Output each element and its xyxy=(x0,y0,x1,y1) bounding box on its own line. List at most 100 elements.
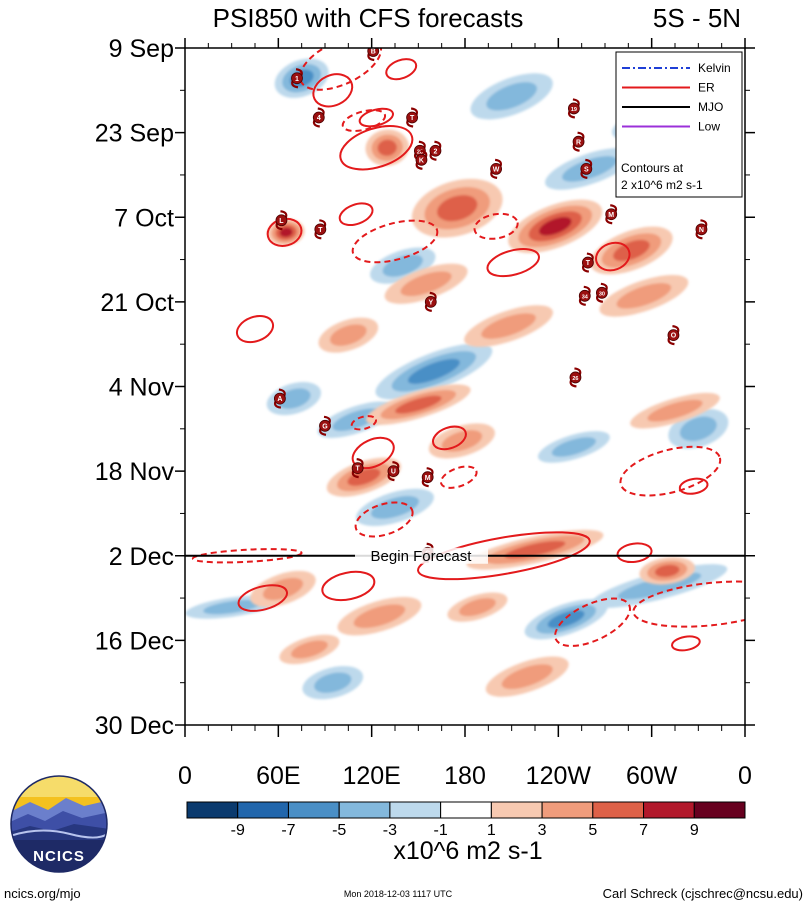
x-tick-label: 180 xyxy=(444,762,486,790)
logo-text: NCICS xyxy=(33,848,85,865)
er-contour-dashed-7 xyxy=(191,548,303,564)
storm-marker-1: 1 xyxy=(291,68,303,89)
legend-label-mjo: MJO xyxy=(698,100,723,114)
positive-anomaly-2 xyxy=(590,226,673,275)
storm-marker-7: 19 xyxy=(567,98,580,119)
x-axis-tick-labels: 0 60E 120E 180 120W 60W 0 xyxy=(178,762,752,790)
storm-marker-label: M xyxy=(425,475,431,482)
positive-anomaly-0 xyxy=(411,178,503,238)
colorbar-box xyxy=(541,801,594,819)
storm-marker-23: T xyxy=(351,458,364,479)
colorbar-tick-label: 3 xyxy=(538,822,547,839)
y-tick-label: 4 Nov xyxy=(109,374,175,402)
negative-anomaly-3 xyxy=(524,599,608,640)
storm-marker-label: 19 xyxy=(571,107,577,113)
colorbar-tick-label: -5 xyxy=(332,822,346,839)
storm-marker-21: 26 xyxy=(569,367,582,388)
er-contour-solid-7 xyxy=(595,241,631,272)
x-tick-label: 60W xyxy=(626,762,678,790)
storm-marker-18: 30 xyxy=(595,282,608,303)
footer-author: Carl Schreck (cjschrec@ncsu.edu) xyxy=(603,886,803,901)
y-axis-tick-labels: 9 Sep 23 Sep 7 Oct 21 Oct 4 Nov 18 Nov 2 Dec 16… xyxy=(95,35,175,740)
legend-label-low: Low xyxy=(698,120,720,134)
storm-marker-label: T xyxy=(586,260,591,267)
er-contour-dashed-5 xyxy=(439,465,478,489)
storm-marker-3: T xyxy=(406,107,419,128)
storm-marker-label: K xyxy=(419,157,424,164)
colorbar-box xyxy=(643,801,695,819)
er-contour-dashed-1 xyxy=(341,109,387,132)
forecast-label: Begin Forecast xyxy=(371,548,473,565)
positive-anomaly-7 xyxy=(366,384,471,425)
er-contour-dashed-10 xyxy=(632,580,745,628)
storm-marker-8: R xyxy=(572,131,585,152)
er-contour-solid-13 xyxy=(237,584,289,612)
er-contour-dashed-2 xyxy=(351,219,439,264)
storm-marker-label: 4 xyxy=(317,115,321,122)
storm-marker-label: T xyxy=(356,466,361,473)
storm-marker-6: 2 xyxy=(429,140,442,161)
colorbar-tick-label: -9 xyxy=(231,822,245,839)
colorbar-tick-label: 9 xyxy=(690,822,699,839)
positive-anomaly-6 xyxy=(464,305,553,347)
y-tick-label: 16 Dec xyxy=(95,627,174,655)
storm-marker-label: 26 xyxy=(572,376,578,382)
x-tick-label: 120W xyxy=(526,762,592,790)
storm-marker-20: A xyxy=(273,388,286,409)
er-contour-solid-16 xyxy=(671,635,701,652)
positive-anomaly-14 xyxy=(337,597,422,636)
footer-url[interactable]: ncics.org/mjo xyxy=(4,886,81,901)
colorbar-box xyxy=(389,801,442,819)
axis-ticks xyxy=(175,38,755,737)
negative-anomaly-4 xyxy=(375,343,493,400)
colorbar-tick-label: -1 xyxy=(434,822,448,839)
colorbar-box xyxy=(338,801,391,819)
x-tick-label: 120E xyxy=(342,762,400,790)
storm-marker-10: W xyxy=(490,158,503,179)
colorbar: -9 -7 -5 -3 -1 1 3 5 7 9 xyxy=(186,801,746,839)
colorbar-box xyxy=(490,801,543,819)
er-contour-solid-11 xyxy=(417,531,591,581)
chart-title: PSI850 with CFS forecasts xyxy=(213,3,524,33)
storm-marker-12: T xyxy=(314,219,327,240)
x-tick-label: 0 xyxy=(738,762,752,790)
storm-marker-11: L xyxy=(275,210,288,231)
storm-marker-label: A xyxy=(277,396,282,403)
ncics-logo: NCICS xyxy=(10,775,108,873)
er-contour-solid-4 xyxy=(338,202,374,227)
er-contour-solid-9 xyxy=(351,436,395,470)
storm-marker-14: N xyxy=(695,219,708,240)
colorbar-box xyxy=(440,801,492,819)
storm-marker-label: S xyxy=(584,166,589,173)
storm-marker-label: Y xyxy=(428,299,433,306)
positive-anomaly-layer xyxy=(250,129,720,697)
storm-marker-17: 34 xyxy=(578,285,591,306)
positive-anomaly-1 xyxy=(508,199,603,253)
x-tick-label: 0 xyxy=(178,762,192,790)
legend: Kelvin ER MJO Low Contours at 2 x10^6 m2 s-… xyxy=(615,51,743,198)
storm-marker-25: M xyxy=(421,467,434,488)
positive-anomaly-8 xyxy=(318,317,379,353)
er-contour-solid-8 xyxy=(235,315,275,344)
colorbar-tick-label: 1 xyxy=(487,822,496,839)
colorbar-units: x10^6 m2 s-1 xyxy=(393,837,542,865)
storm-marker-label: N xyxy=(699,227,704,234)
storm-marker-16: Y xyxy=(424,291,437,312)
x-tick-label: 60E xyxy=(256,762,300,790)
positive-anomaly-18 xyxy=(485,656,569,697)
storm-marker-label: R xyxy=(576,139,581,146)
positive-anomaly-13 xyxy=(639,557,696,585)
storm-marker-13: M xyxy=(605,204,618,225)
er-contour-solid-3 xyxy=(339,125,414,171)
storm-marker-label: 1 xyxy=(295,76,299,83)
legend-label-er: ER xyxy=(698,81,715,95)
er-contour-dashed-6 xyxy=(354,501,414,538)
er-contour-solid-6 xyxy=(486,248,540,278)
er-contour-dashed-8 xyxy=(554,597,632,647)
storm-marker-24: U xyxy=(387,461,400,482)
er-contour-dashed-4 xyxy=(350,415,378,431)
y-tick-label: 7 Oct xyxy=(114,204,174,232)
colorbar-box xyxy=(186,801,239,819)
positive-anomaly-5 xyxy=(384,263,468,304)
